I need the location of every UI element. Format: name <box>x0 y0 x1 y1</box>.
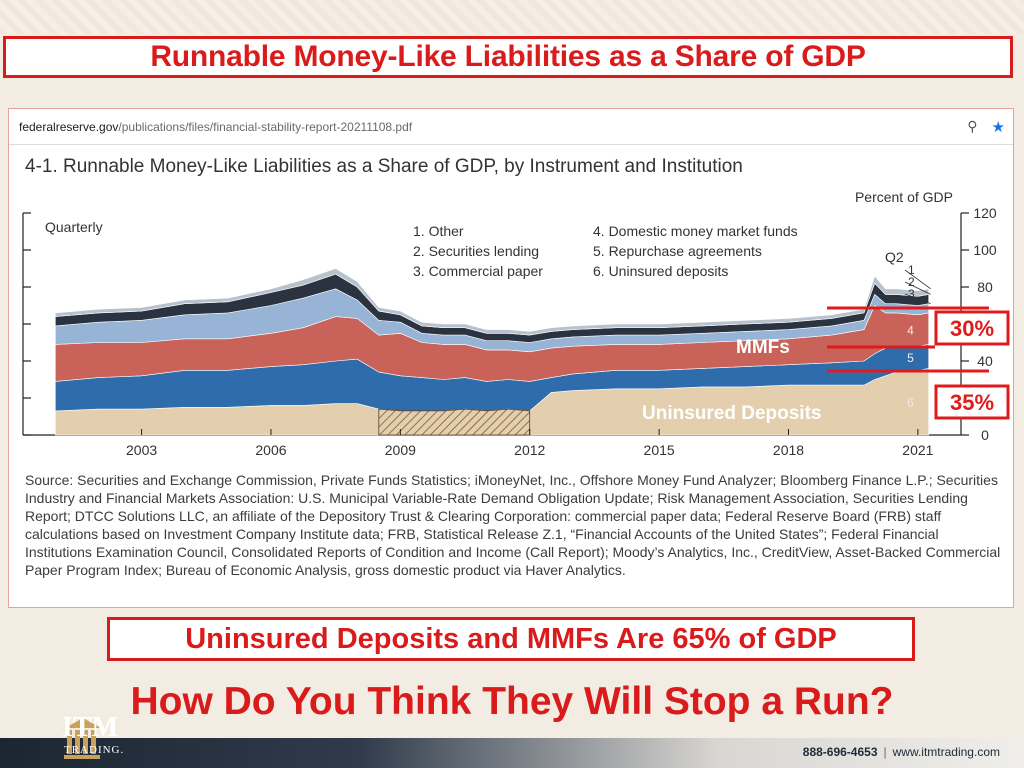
series-end-label: 2 <box>908 275 915 289</box>
chart-title: 4-1. Runnable Money-Like Liabilities as … <box>25 156 743 177</box>
url-domain: federalreserve.gov <box>19 119 119 134</box>
pdf-viewer: federalreserve.gov/publications/files/fi… <box>8 108 1014 608</box>
footer-bar <box>0 738 1024 768</box>
y-tick-label: 100 <box>973 242 997 258</box>
address-bar[interactable]: federalreserve.gov/publications/files/fi… <box>9 109 1013 145</box>
legend-entry: 6. Uninsured deposits <box>593 263 728 279</box>
x-tick-label: 2003 <box>126 442 157 458</box>
x-tick-label: 2015 <box>644 442 675 458</box>
deposits-share-label: 35% <box>950 390 994 415</box>
series-leader <box>904 269 931 290</box>
legend-entry: 5. Repurchase agreements <box>593 243 762 259</box>
legend-entry: 4. Domestic money market funds <box>593 223 798 239</box>
background-pattern <box>0 0 1024 34</box>
url-text[interactable]: federalreserve.gov/publications/files/fi… <box>19 120 412 134</box>
y-tick-label: 120 <box>973 205 997 221</box>
logo-emblem <box>64 718 101 759</box>
top-banner: Runnable Money-Like Liabilities as a Sha… <box>3 36 1013 78</box>
x-tick-label: 2006 <box>255 442 286 458</box>
callout-box: Uninsured Deposits and MMFs Are 65% of G… <box>107 617 915 661</box>
zoom-icon[interactable]: ⚲ <box>967 118 978 134</box>
y-tick-label: 0 <box>981 427 989 443</box>
x-tick-label: 2021 <box>902 442 933 458</box>
url-path: /publications/files/financial-stability-… <box>118 119 413 134</box>
mmfs-share-label: 30% <box>950 316 994 341</box>
legend-entry: 3. Commercial paper <box>413 263 543 279</box>
callout-text: Uninsured Deposits and MMFs Are 65% of G… <box>185 622 837 655</box>
logo-text: ITM <box>62 712 118 743</box>
deposits-share-box <box>934 384 1010 420</box>
series-inline-label: 5 <box>907 351 914 365</box>
x-tick-label: 2012 <box>514 442 545 458</box>
latest-label: Q2 <box>885 249 904 265</box>
mmfs-share-box <box>934 310 1010 346</box>
series-leader <box>904 293 931 305</box>
phone-number[interactable]: 888-696-4653 <box>802 745 878 759</box>
deposits-annotation: Uninsured Deposits <box>642 403 821 424</box>
stacked-area-chart: 0204060801001202003200620092012201520182… <box>22 189 1010 458</box>
website-link[interactable]: www.itmtrading.com <box>892 745 1000 759</box>
y-axis-label: Percent of GDP <box>855 189 953 205</box>
series-inline-label: 6 <box>907 396 914 410</box>
series-leader <box>904 281 931 295</box>
series-end-label: 3 <box>908 287 915 301</box>
y-tick-label: 80 <box>977 279 993 295</box>
mmfs-annotation: MMFs <box>736 337 790 358</box>
series-end-label: 1 <box>908 263 915 277</box>
legend-entry: 2. Securities lending <box>413 243 539 259</box>
area-series-1 <box>55 268 929 336</box>
series-inline-label: 4 <box>907 323 914 337</box>
footer-contact: 888-696-4653 | www.itmtrading.com <box>802 745 1000 759</box>
source-note: Source: Securities and Exchange Commissi… <box>25 472 1001 578</box>
y-tick-label: 40 <box>977 353 993 369</box>
frequency-label: Quarterly <box>45 219 103 235</box>
x-tick-label: 2018 <box>773 442 804 458</box>
legend-entry: 1. Other <box>413 223 464 239</box>
logo-subtext: TRADING. <box>64 744 125 756</box>
banner-title: Runnable Money-Like Liabilities as a Sha… <box>150 40 866 73</box>
star-icon[interactable]: ★ <box>991 119 1005 136</box>
x-tick-label: 2009 <box>385 442 416 458</box>
headline: How Do You Think They Will Stop a Run? <box>130 680 894 723</box>
hatched-area <box>378 408 531 436</box>
